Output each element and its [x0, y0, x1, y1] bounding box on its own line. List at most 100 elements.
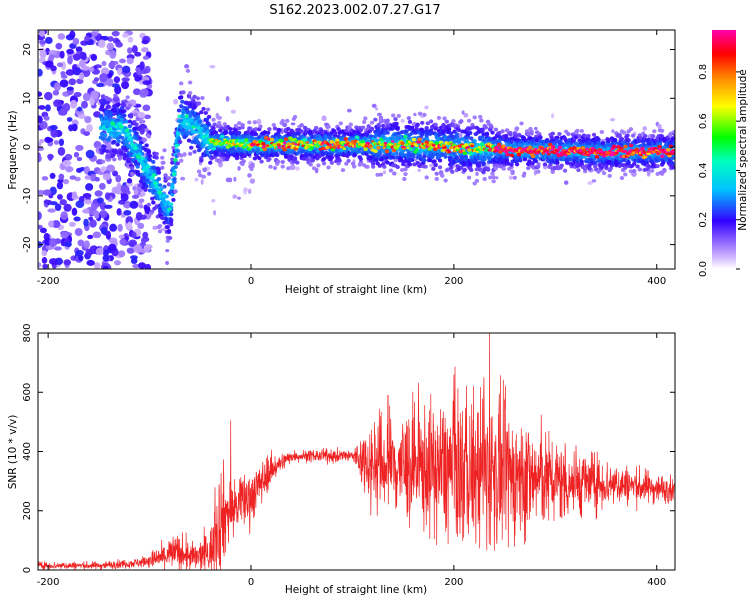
spectrogram-cell [114, 260, 121, 266]
spectrogram-cell [128, 113, 134, 118]
spectrogram-cell [440, 173, 445, 178]
spectrogram-cell [403, 172, 408, 177]
spectrogram-cell [267, 157, 272, 162]
spectrogram-cell [228, 127, 233, 132]
spectrogram-cell [137, 136, 143, 141]
spectrogram-cell [142, 80, 151, 86]
spectrogram-cell [181, 90, 186, 95]
spectrogram-cell [143, 114, 151, 120]
spectrogram-cell [257, 156, 262, 161]
spectrogram-cell [468, 151, 473, 156]
spectrogram-cell [60, 211, 68, 220]
spectrogram-cell [100, 136, 106, 141]
spectrogram-cell [121, 81, 130, 90]
spectrogram-cell [98, 39, 106, 48]
spectrogram-cell [450, 169, 455, 174]
spectrogram-cell [237, 166, 241, 171]
spectrogram-cell [156, 170, 162, 175]
spectrogram-cell [470, 144, 474, 148]
spectrogram-cell [118, 151, 124, 156]
spectrogram-cell [83, 131, 91, 137]
spectrogram-cell [216, 115, 223, 120]
spectrogram-cell [509, 153, 515, 158]
spectrogram-cell [536, 164, 541, 169]
spectrogram-cell [280, 118, 285, 123]
spectrogram-cell [186, 138, 192, 143]
spectrogram-cell [182, 152, 187, 157]
spectrogram-cell [49, 172, 56, 180]
spectrogram-cell [295, 151, 300, 156]
spectrogram-cell [71, 64, 78, 72]
spectrogram-cell [141, 47, 149, 53]
spectrogram-cell [90, 53, 98, 61]
spectrogram-cell [94, 177, 100, 182]
spectrogram-cell [373, 117, 378, 122]
spectrogram-cell [83, 240, 90, 249]
spectrogram-cell [185, 131, 191, 136]
spectrogram-cell [280, 159, 285, 164]
spectrogram-cell [146, 134, 152, 139]
spectrogram-cell [73, 151, 80, 158]
spectrogram-cell [205, 107, 211, 112]
spectrogram-cell [508, 132, 513, 137]
spectrogram-cell [319, 129, 325, 134]
spectrogram-cell [78, 59, 87, 68]
spectrogram-cell [135, 117, 140, 122]
spectrogram-cell [86, 259, 95, 266]
spectrogram-cell [143, 147, 148, 152]
spectrogram-cell [157, 224, 163, 229]
spectrogram-cell [144, 184, 149, 189]
spectrogram-cell [563, 180, 569, 185]
spectrogram-cell [444, 119, 449, 124]
spectrogram-cell [72, 37, 80, 46]
spectrogram-cell [591, 179, 597, 183]
spectrogram-cell [218, 159, 223, 164]
spectrogram-cell [559, 163, 564, 168]
spectrogram-cell [147, 157, 153, 162]
spectrogram-cell [47, 208, 56, 213]
spectrogram-cell [245, 129, 251, 134]
spectrogram-cell [512, 175, 518, 180]
spectrogram-cell [102, 254, 110, 262]
spectrogram-cell [83, 218, 89, 227]
spectrogram-cell [38, 105, 46, 110]
spectrogram-cell [290, 122, 296, 126]
spectrogram-cell [197, 173, 203, 178]
spectrogram-cell [39, 30, 46, 37]
spectrogram-cell [220, 134, 225, 139]
spectrogram-cell [248, 150, 253, 155]
spectrogram-cell [529, 131, 534, 136]
spectrogram-cell [170, 185, 175, 190]
spectrogram-cell [205, 129, 211, 134]
spectrogram-cell [160, 155, 165, 160]
spectrogram-cell [131, 45, 138, 54]
spectrogram-cell [388, 168, 394, 173]
spectrogram-cell [321, 161, 327, 166]
spectrogram-cell [93, 77, 100, 82]
spectrogram-cell [248, 126, 253, 131]
spectrogram-cell [519, 121, 524, 126]
spectrogram-cell [90, 90, 99, 100]
spectrogram-cell [437, 165, 443, 170]
spectrogram-cell [417, 140, 422, 144]
spectrogram-cell [414, 147, 419, 152]
spectrogram-cell [147, 188, 153, 193]
spectrogram-cell [366, 142, 371, 145]
spectrogram-cell [114, 133, 120, 137]
spectrogram-cell [373, 149, 378, 153]
spectrogram-cell [109, 49, 117, 59]
spectrogram-cell [337, 158, 342, 163]
spectrogram-cell [180, 176, 186, 181]
spectrogram-cell [631, 171, 637, 177]
spectrogram-cell [154, 151, 159, 156]
spectrogram-cell [249, 178, 256, 184]
spectrogram-cell [408, 147, 414, 151]
spectrogram-cell [38, 146, 45, 151]
spectrogram-cell [117, 121, 123, 126]
spectrogram-cell [380, 123, 386, 128]
spectrogram-cell [403, 134, 408, 139]
spectrogram-cell [44, 36, 53, 45]
spectrogram-cell [286, 126, 291, 131]
spectrogram-cell [162, 220, 167, 225]
spectrogram-cell [131, 149, 136, 154]
